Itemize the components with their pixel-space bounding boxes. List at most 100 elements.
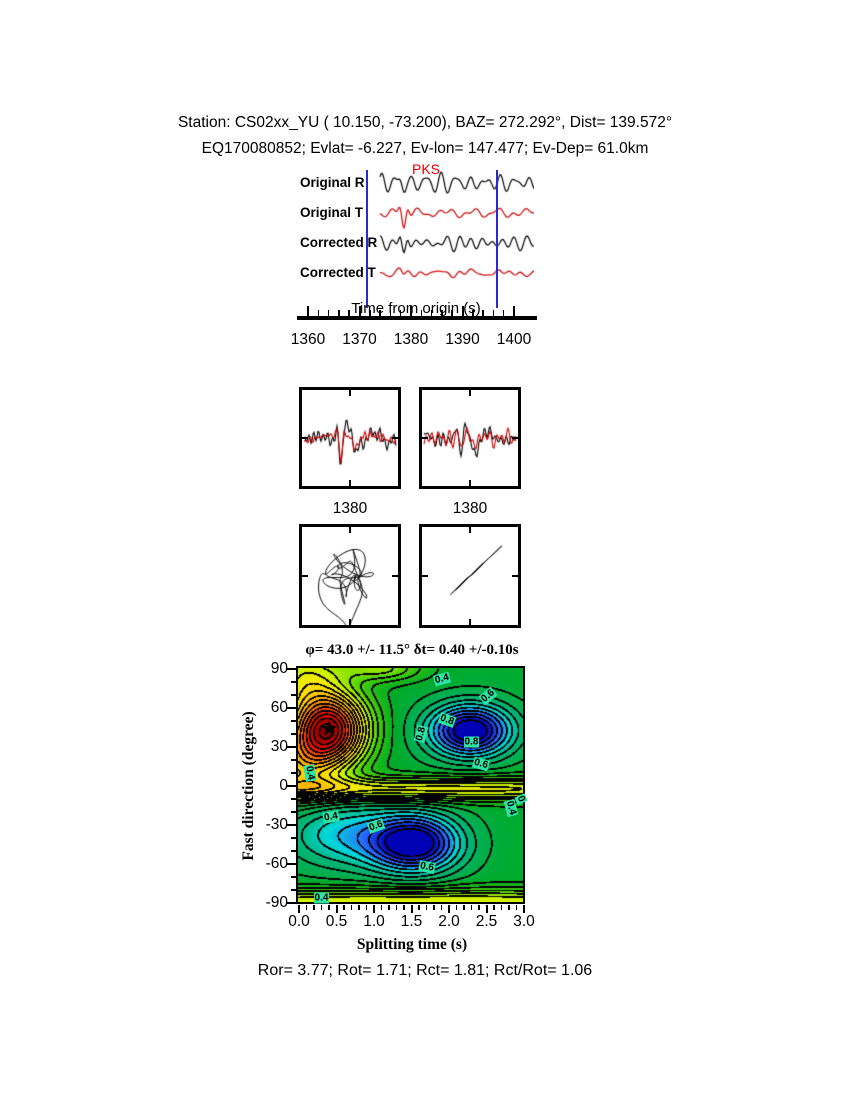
splitting-time-major-tick (523, 905, 525, 913)
fast-direction-minor-tick (291, 850, 296, 852)
splitting-time-minor-tick (433, 905, 435, 910)
time-axis-minor-tick (441, 310, 443, 316)
contour-level-label: 0.8 (463, 736, 480, 748)
splitting-time-minor-tick (320, 905, 323, 910)
splitting-time-axis-label: Splitting time (s) (356, 936, 468, 953)
splitting-time-tick-label: 1.5 (400, 913, 423, 930)
time-axis-minor-tick (379, 310, 381, 316)
result-statistics: Ror= 3.77; Rot= 1.71; Rct= 1.81; Rct/Rot… (257, 962, 593, 979)
panel-frame-tick (392, 575, 398, 577)
time-axis-major-tick (307, 306, 309, 316)
splitting-time-minor-tick (395, 905, 398, 910)
time-axis-minor-tick (399, 310, 402, 316)
time-axis-minor-tick (338, 310, 340, 316)
fast-direction-tick-label: 30 (270, 738, 288, 755)
panel-frame-tick (512, 575, 518, 577)
time-axis-major-tick (358, 306, 361, 316)
fast-direction-minor-tick (291, 681, 296, 683)
panel-frame-tick (469, 480, 471, 486)
splitting-time-minor-tick (455, 905, 458, 910)
time-axis-minor-tick (348, 310, 350, 316)
time-axis-minor-tick (472, 310, 474, 316)
splitting-time-minor-tick (418, 905, 420, 910)
error-surface-canvas (298, 668, 523, 902)
hodogram-panel-right (419, 524, 521, 628)
fast-direction-minor-tick (291, 694, 296, 696)
time-axis-minor-tick (430, 310, 433, 316)
splitting-time-minor-tick (500, 905, 503, 910)
splitting-time-minor-tick (313, 905, 315, 910)
splitting-time-tick-label: 1.0 (363, 913, 385, 930)
panel-frame-tick (302, 437, 308, 439)
contour-level-label: 0.4 (313, 892, 330, 904)
event-title: EQ170080852; Evlat= -6.227, Ev-lon= 147.… (201, 140, 649, 157)
hodogram-panel-left (299, 524, 401, 628)
fast-direction-minor-tick (291, 837, 296, 839)
time-axis-minor-tick (420, 310, 423, 316)
time-axis-minor-tick (369, 310, 371, 316)
panel-frame-tick (469, 527, 471, 533)
fast-direction-major-tick (287, 707, 296, 709)
station-title: Station: CS02xx_YU ( 10.150, -73.200), B… (177, 114, 673, 131)
fast-direction-minor-tick (291, 876, 296, 878)
splitting-result-title: φ= 43.0 +/- 11.5° δt= 0.40 +/-0.10s (305, 642, 519, 658)
splitting-time-minor-tick (470, 905, 473, 910)
splitting-time-minor-tick (508, 905, 510, 910)
panel-frame-tick (469, 390, 471, 396)
panel-frame-tick (349, 527, 351, 533)
zoom-panel-right-time: 1380 (452, 500, 488, 517)
hodogram-left-canvas (302, 527, 398, 625)
fast-direction-major-tick (287, 746, 296, 748)
zoom-panel-right (419, 387, 521, 489)
splitting-time-minor-tick (425, 905, 428, 910)
splitting-time-minor-tick (388, 905, 390, 910)
seismogram-traces-canvas (298, 166, 534, 306)
fast-direction-major-tick (287, 824, 296, 826)
splitting-time-minor-tick (403, 905, 405, 910)
splitting-time-minor-tick (350, 905, 353, 910)
splitting-time-minor-tick (358, 905, 360, 910)
time-axis-minor-tick (451, 310, 453, 316)
splitting-time-minor-tick (478, 905, 480, 910)
panel-frame-tick (422, 437, 428, 439)
fast-direction-tick-label: -30 (265, 816, 288, 833)
fast-direction-minor-tick (291, 733, 296, 735)
splitting-time-tick-label: 2.5 (475, 913, 498, 930)
splitting-time-minor-tick (343, 905, 345, 910)
fast-direction-major-tick (287, 785, 296, 787)
fast-direction-major-tick (287, 902, 296, 904)
window-start-line (366, 170, 368, 308)
time-axis-minor-tick (327, 310, 330, 316)
splitting-time-tick-label: 0.5 (325, 913, 348, 930)
time-axis-title: Time from origin (s) (351, 300, 481, 317)
time-axis-major-tick (410, 306, 412, 316)
best-fit-star: ★ (319, 717, 339, 741)
time-axis-tick-label: 1380 (393, 331, 429, 348)
panel-frame-tick (302, 575, 308, 577)
fast-direction-tick-label: 0 (279, 777, 288, 794)
fast-direction-minor-tick (291, 759, 296, 761)
splitting-time-minor-tick (463, 905, 465, 910)
time-axis-minor-tick (502, 310, 505, 316)
panel-frame-tick (469, 619, 471, 625)
fast-direction-minor-tick (291, 720, 296, 722)
zoom-panel-left-time: 1380 (332, 500, 368, 517)
time-axis-tick-label: 1390 (445, 331, 480, 348)
splitting-time-tick-label: 2.0 (438, 913, 460, 930)
zoom-panel-right-canvas (422, 390, 518, 486)
splitting-time-major-tick (448, 905, 450, 913)
fast-direction-major-tick (287, 668, 296, 670)
time-axis-tick-label: 1400 (496, 331, 532, 348)
panel-frame-tick (512, 437, 518, 439)
time-axis-minor-tick (389, 310, 392, 316)
panel-frame-tick (349, 480, 351, 486)
contour-level-label: 0.4 (302, 764, 317, 782)
splitting-time-minor-tick (328, 905, 330, 910)
panel-frame-tick (349, 619, 351, 625)
fast-direction-tick-label: -90 (265, 894, 288, 911)
hodogram-right-canvas (422, 527, 518, 625)
time-axis-minor-tick (492, 310, 495, 316)
splitting-time-major-tick (373, 905, 375, 913)
fast-direction-major-tick (287, 863, 296, 865)
